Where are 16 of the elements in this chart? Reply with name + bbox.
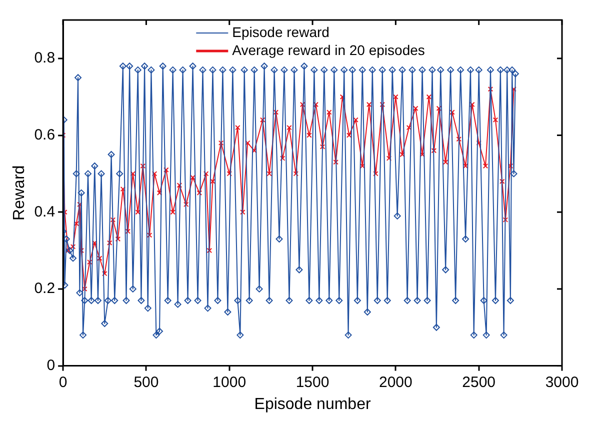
- y-tick-label: 0.6: [34, 126, 56, 144]
- x-tick-label: 2500: [462, 374, 496, 391]
- legend-label: Average reward in 20 episodes: [232, 42, 425, 58]
- x-tick-label: 3000: [545, 374, 579, 391]
- y-axis-title: Reward: [11, 165, 28, 220]
- x-axis-title: Episode number: [254, 396, 372, 413]
- y-tick-label: 0.8: [34, 50, 56, 67]
- y-tick-label: 0.4: [34, 203, 56, 220]
- x-tick-label: 1500: [296, 374, 330, 391]
- x-tick-label: 2000: [378, 374, 412, 391]
- x-tick-label: 0: [58, 374, 68, 391]
- x-tick-label: 500: [134, 374, 159, 391]
- y-tick-label: 0: [46, 356, 56, 374]
- x-tick-label: 1000: [212, 374, 246, 391]
- series-label: Episode reward: [232, 24, 330, 40]
- y-tick-label: 0.2: [34, 280, 56, 298]
